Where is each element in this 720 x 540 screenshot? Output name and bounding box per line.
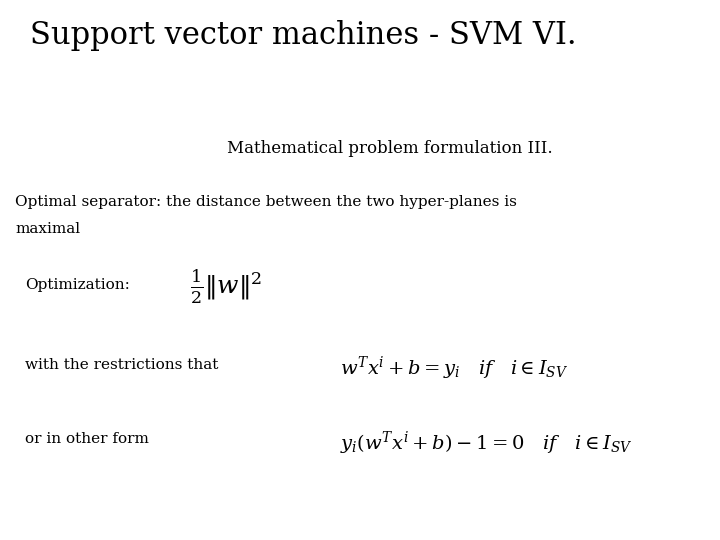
Text: or in other form: or in other form — [25, 432, 149, 446]
Text: Mathematical problem formulation III.: Mathematical problem formulation III. — [228, 140, 553, 157]
Text: Optimal separator: the distance between the two hyper-planes is: Optimal separator: the distance between … — [15, 195, 517, 209]
Text: maximal: maximal — [15, 222, 80, 236]
Text: $y_i(w^T x^i + b) - 1 = 0 \quad \mathit{if} \quad i \in I_{SV}$: $y_i(w^T x^i + b) - 1 = 0 \quad \mathit{… — [340, 430, 633, 457]
Text: Support vector machines - SVM VI.: Support vector machines - SVM VI. — [30, 20, 577, 51]
Text: Optimization:: Optimization: — [25, 278, 130, 292]
Text: $\frac{1}{2} \| w \|^2$: $\frac{1}{2} \| w \|^2$ — [190, 268, 262, 306]
Text: $w^T x^i + b = y_i \quad \mathit{if} \quad i \in I_{SV}$: $w^T x^i + b = y_i \quad \mathit{if} \qu… — [340, 355, 568, 382]
Text: with the restrictions that: with the restrictions that — [25, 358, 218, 372]
